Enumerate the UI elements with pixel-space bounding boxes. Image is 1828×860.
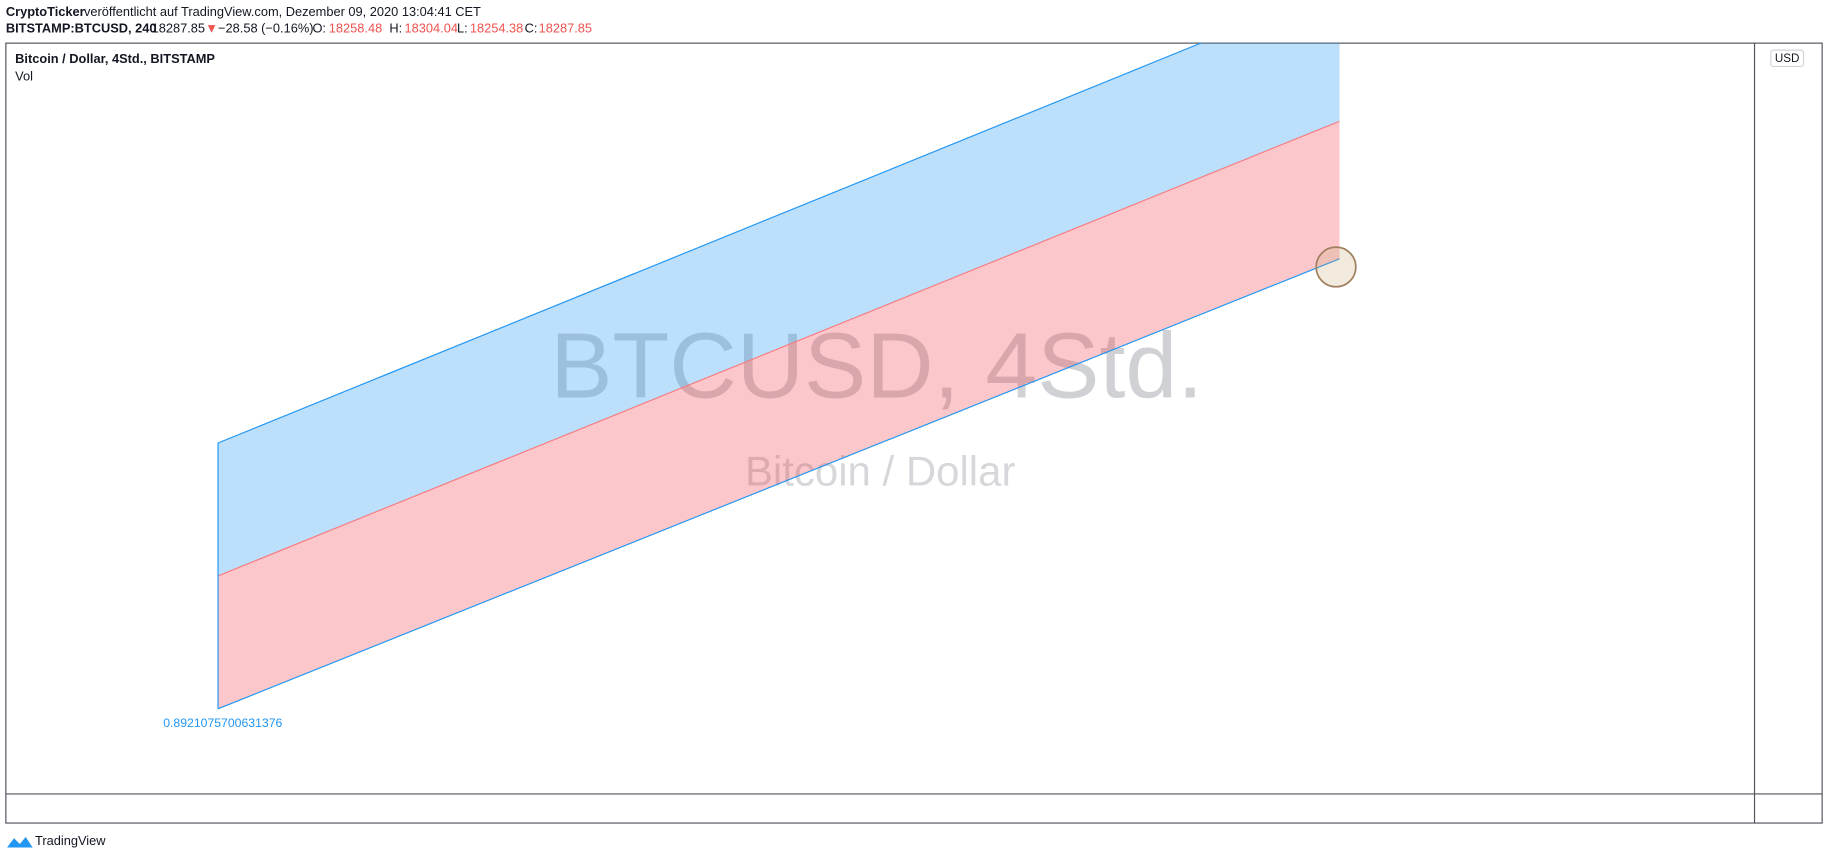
published: veröffentlicht auf TradingView.com, Deze…	[84, 4, 481, 19]
parallel-channel	[217, 42, 1340, 710]
brand-logo[interactable]	[7, 837, 33, 848]
close-value: 18287.85	[539, 21, 592, 36]
author[interactable]: CryptoTicker	[6, 4, 85, 19]
symbol: BITSTAMP:BTCUSD, 240	[6, 21, 157, 36]
chart-frame	[5, 42, 1823, 824]
open-value: 18258.48	[329, 21, 382, 36]
open-label: O:	[312, 21, 326, 36]
watermark-symbol: BTCUSD, 4Std.	[550, 314, 1203, 418]
last-price: 18287.85	[152, 21, 205, 36]
close-label: C:	[525, 21, 538, 36]
change: −28.58 (−0.16%)	[218, 21, 313, 36]
annotation: 0.8921075700631376	[163, 716, 282, 730]
channel-bottom	[217, 258, 1340, 710]
channel-lower-fill	[218, 121, 1340, 709]
low-label: L:	[457, 21, 468, 36]
watermark: BTCUSD, 4Std. Bitcoin / Dollar	[550, 314, 1203, 495]
high-value: 18304.04	[405, 21, 458, 36]
change-arrow: ▼	[205, 21, 218, 36]
volume-legend: Vol	[15, 68, 33, 83]
currency[interactable]: USD	[1775, 52, 1800, 65]
highlight-circle	[1315, 246, 1357, 288]
chart-title: Bitcoin / Dollar, 4Std., BITSTAMP	[15, 51, 215, 66]
currency-button[interactable]	[1770, 49, 1805, 68]
channel-top	[217, 42, 1202, 444]
low-value: 18254.38	[470, 21, 523, 36]
channel-upper-fill	[218, 43, 1340, 576]
channel-mid	[217, 120, 1340, 577]
brand[interactable]: TradingView	[35, 833, 106, 848]
high-label: H:	[389, 21, 402, 36]
watermark-name: Bitcoin / Dollar	[745, 448, 1015, 495]
